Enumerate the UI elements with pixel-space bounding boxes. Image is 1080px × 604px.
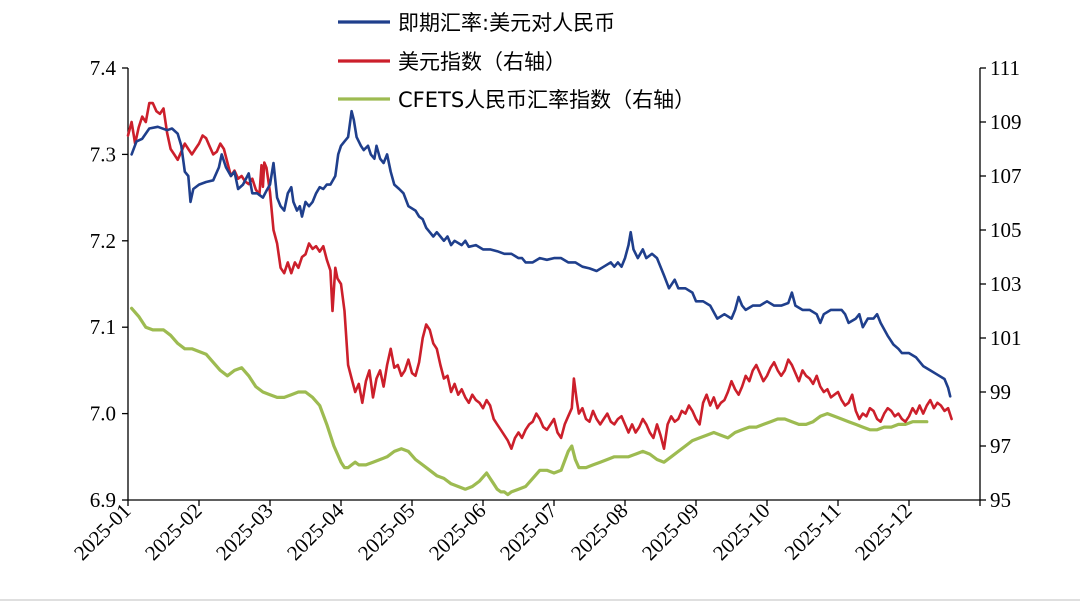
left-y-tick-label: 7.0 (90, 402, 116, 426)
right-y-tick-label: 95 (990, 488, 1011, 512)
x-tick-label: 2025-07 (495, 499, 561, 565)
x-tick-label: 2025-11 (780, 499, 846, 565)
series-line-cfets-index (130, 306, 929, 497)
legend-label: 即期汇率:美元对人民币 (398, 11, 615, 35)
right-y-tick-label: 107 (990, 164, 1022, 188)
right-y-tick-label: 111 (990, 56, 1020, 80)
right-y-tick-label: 103 (990, 272, 1022, 296)
series-line-dollar-index (126, 101, 953, 450)
x-tick-label: 2025-09 (637, 499, 703, 565)
x-tick-label: 2025-08 (566, 499, 632, 565)
left-y-tick-label: 7.3 (90, 142, 116, 166)
x-tick-label: 2025-02 (140, 499, 206, 565)
x-tick-label: 2025-03 (211, 499, 277, 565)
legend-label: CFETS人民币汇率指数（右轴） (398, 88, 695, 112)
series-line-usdcny-spot (130, 109, 952, 398)
x-tick-label: 2025-04 (282, 498, 349, 565)
left-y-tick-label: 7.2 (90, 229, 116, 253)
right-y-tick-label: 101 (990, 326, 1022, 350)
x-tick-label: 2025-12 (850, 499, 916, 565)
x-tick-label: 2025-05 (353, 499, 419, 565)
x-tick-label: 2025-10 (708, 499, 774, 565)
chart-series-group (126, 101, 953, 497)
right-y-tick-label: 109 (990, 110, 1022, 134)
left-y-tick-label: 6.9 (90, 488, 116, 512)
right-y-tick-label: 97 (990, 434, 1011, 458)
chart-axes: 6.9 7.0 7.1 7.2 7.3 7.4 95 97 99 101 103 105 107 109 1… (0, 56, 1080, 601)
right-y-tick-label: 105 (990, 218, 1022, 242)
left-y-tick-label: 7.4 (90, 56, 117, 80)
left-y-tick-label: 7.1 (90, 315, 116, 339)
x-tick-label: 2025-06 (424, 499, 490, 565)
right-y-tick-label: 99 (990, 380, 1011, 404)
legend-label: 美元指数（右轴） (398, 50, 566, 74)
